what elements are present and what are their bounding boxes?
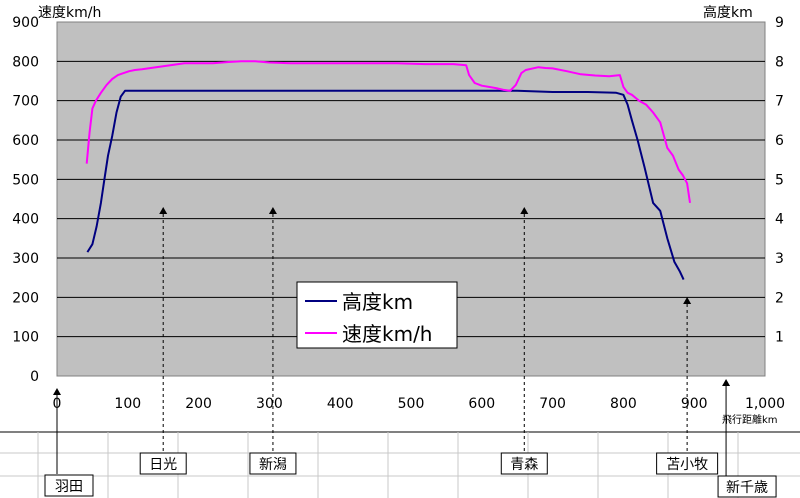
place-arrowhead: [159, 207, 168, 214]
y-right-tick-label: 7: [775, 94, 784, 110]
place-box: [717, 475, 777, 498]
legend-box: [296, 281, 458, 349]
x-tick-label: 600: [468, 396, 495, 412]
place-marker: 羽田: [44, 388, 94, 497]
place-marker: 新潟: [249, 207, 297, 475]
y-right-tick-label: 1: [775, 330, 784, 346]
y-left-axis: 0 100 200 300 400 500 600 700 800 900: [12, 15, 39, 385]
legend-label-speed: 速度km/h: [342, 322, 432, 346]
series-lines: [85, 60, 691, 281]
place-marker: 新千歳: [717, 379, 777, 498]
x-tick-label: 200: [185, 396, 212, 412]
y-right-tick-label: 4: [775, 212, 784, 228]
y-right-tick-label: 2: [775, 290, 784, 306]
y-left-tick-label: 200: [12, 290, 39, 306]
x-tick-label: 400: [327, 396, 354, 412]
place-label: 新潟: [259, 457, 287, 473]
place-label: 羽田: [55, 479, 83, 495]
x-axis: 0 100 200 300 400 500 600 700 800 900 1,000: [53, 396, 786, 412]
place-box: [139, 452, 187, 475]
series-line-speed: [85, 60, 691, 204]
y-left-tick-label: 300: [12, 251, 39, 267]
x-tick-label: 900: [681, 396, 708, 412]
place-label: 新千歳: [726, 480, 768, 496]
place-box: [44, 474, 94, 497]
y-left-axis-title: 速度km/h: [38, 5, 101, 21]
place-arrowhead: [722, 379, 731, 386]
place-marker: 日光: [139, 207, 187, 475]
x-tick-label: 100: [114, 396, 141, 412]
y-right-axis-title: 高度km: [703, 4, 753, 21]
x-tick-label: 1,000: [745, 396, 785, 412]
y-left-tick-label: 0: [30, 369, 39, 385]
y-left-tick-label: 600: [12, 133, 39, 149]
y-left-tick-label: 500: [12, 172, 39, 188]
place-label: 日光: [149, 457, 177, 473]
place-label: 青森: [510, 457, 538, 473]
series-line-altitude: [86, 89, 685, 281]
legend: 高度km 速度km/h: [296, 281, 458, 349]
y-right-tick-label: 9: [775, 15, 784, 31]
y-left-tick-label: 800: [12, 54, 39, 70]
x-tick-label: 700: [539, 396, 566, 412]
x-tick-label: 300: [256, 396, 283, 412]
place-box: [249, 452, 297, 475]
place-marker: 青森: [500, 207, 548, 475]
y-right-tick-label: 8: [775, 54, 784, 70]
x-tick-label: 800: [610, 396, 637, 412]
place-box: [656, 452, 719, 475]
place-label: 苫小牧: [666, 456, 708, 473]
y-right-tick-label: 5: [775, 172, 784, 188]
y-right-axis: 1 2 3 4 5 6 7 8 9: [775, 15, 784, 346]
y-left-tick-label: 100: [12, 330, 39, 346]
legend-label-altitude: 高度km: [342, 290, 413, 314]
y-left-tick-label: 700: [12, 94, 39, 110]
y-left-tick-label: 900: [12, 15, 39, 31]
place-arrowhead: [520, 207, 529, 214]
place-arrowhead: [268, 207, 277, 214]
x-axis-title: 飛行距離km: [722, 413, 778, 426]
place-arrowhead: [683, 297, 692, 304]
y-right-tick-label: 6: [775, 133, 784, 149]
place-box: [500, 452, 548, 475]
y-right-tick-label: 3: [775, 251, 784, 267]
place-arrowhead: [53, 388, 61, 395]
y-left-tick-label: 400: [12, 212, 39, 228]
place-marker: 苫小牧: [656, 297, 719, 475]
x-tick-label: 500: [398, 396, 425, 412]
